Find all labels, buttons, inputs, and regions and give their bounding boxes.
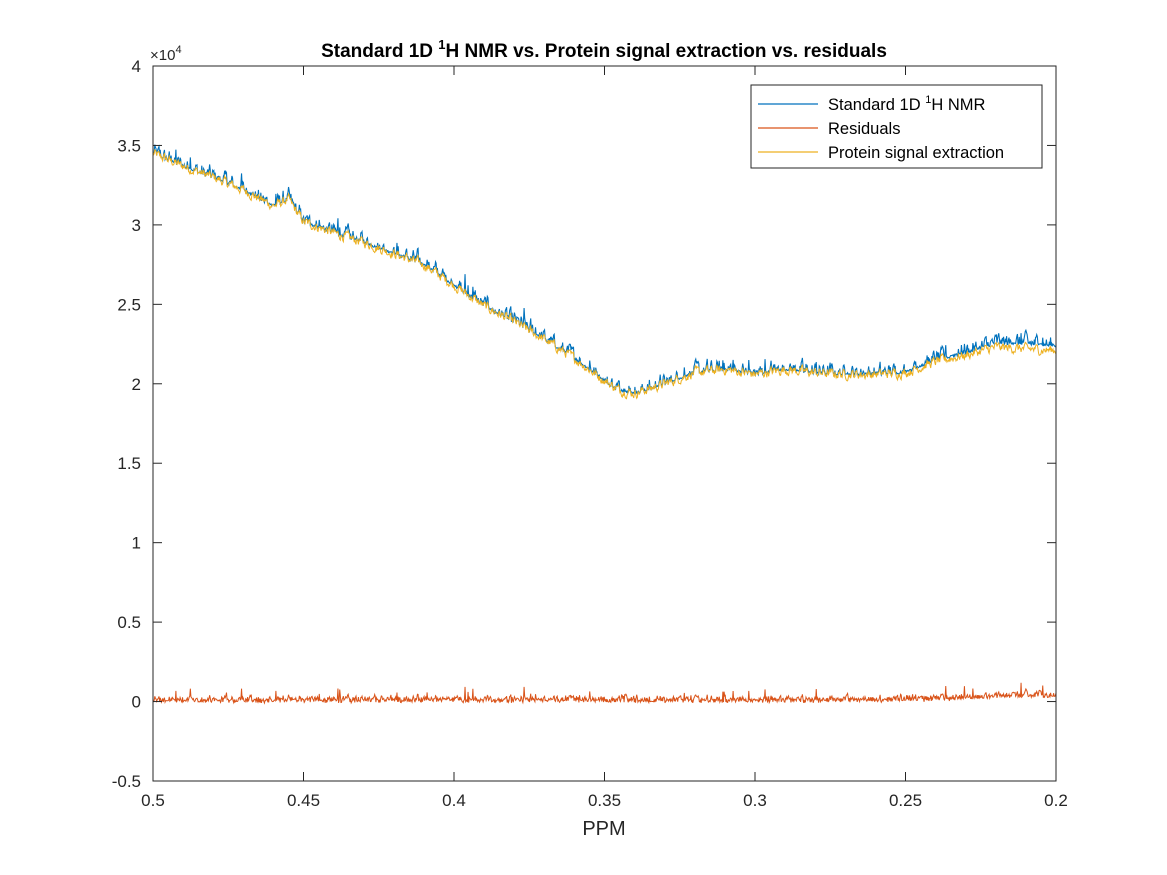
chart-title-pre: Standard 1D	[321, 41, 438, 62]
legend-entry-sup: 1	[925, 94, 931, 106]
legend-entry-pre: Standard 1D	[828, 96, 925, 114]
chart-title-sup: 1	[438, 37, 445, 52]
x-tick-label: 0.45	[287, 791, 320, 810]
chart-title-post: H NMR vs. Protein signal extraction vs. …	[446, 41, 887, 62]
x-tick-label: 0.25	[889, 791, 922, 810]
x-axis-label: PPM	[582, 818, 625, 840]
plot-area: 0.5 0.45 0.4 0.35 0.3 0.25 0.2 -0.5 0 0.5 1 1.5 2 2.…	[112, 57, 1068, 810]
legend-entry-pre: Protein signal extraction	[828, 144, 1004, 162]
y-axis: -0.5 0 0.5 1 1.5 2 2.5 3 3.5 4	[112, 57, 1056, 791]
series-line-protein-extraction	[152, 148, 1057, 400]
legend-entry-pre: Residuals	[828, 120, 900, 138]
y-tick-label: 3	[132, 216, 141, 235]
x-tick-label: 0.2	[1044, 791, 1068, 810]
y-multiplier-base: ×10	[150, 47, 175, 64]
series-layer	[152, 144, 1057, 705]
legend-box	[750, 84, 1043, 169]
y-multiplier-label: ×104	[150, 44, 182, 64]
y-tick-label: 1.5	[117, 454, 141, 473]
y-tick-label: 1	[132, 534, 141, 553]
y-tick-label: 0.5	[117, 613, 141, 632]
chart-title: Standard 1D 1H NMR vs. Protein signal ex…	[321, 37, 887, 62]
legend-entry: Protein signal extraction	[828, 144, 1004, 162]
y-tick-label: 4	[132, 57, 141, 76]
y-tick-label: 0	[132, 693, 141, 712]
legend-items: Standard 1D 1H NMR Residuals Protein signa…	[758, 94, 1004, 162]
y-tick-label: -0.5	[112, 772, 141, 791]
legend-entry-post: H NMR	[931, 96, 985, 114]
legend-entry: Standard 1D 1H NMR	[828, 94, 986, 114]
y-tick-label: 2.5	[117, 295, 141, 314]
x-tick-label: 0.5	[141, 791, 165, 810]
series-line-standard-nmr	[152, 144, 1057, 395]
x-tick-label: 0.35	[588, 791, 621, 810]
legend-entry: Residuals	[828, 120, 900, 138]
y-tick-label: 2	[132, 375, 141, 394]
y-multiplier-exp: 4	[175, 44, 181, 56]
legend: Standard 1D 1H NMR Residuals Protein signa…	[750, 84, 1043, 169]
y-tick-label: 3.5	[117, 136, 141, 155]
series-line-residuals	[152, 682, 1057, 705]
x-axis: 0.5 0.45 0.4 0.35 0.3 0.25 0.2	[141, 66, 1068, 810]
x-tick-label: 0.3	[743, 791, 767, 810]
x-tick-label: 0.4	[442, 791, 466, 810]
